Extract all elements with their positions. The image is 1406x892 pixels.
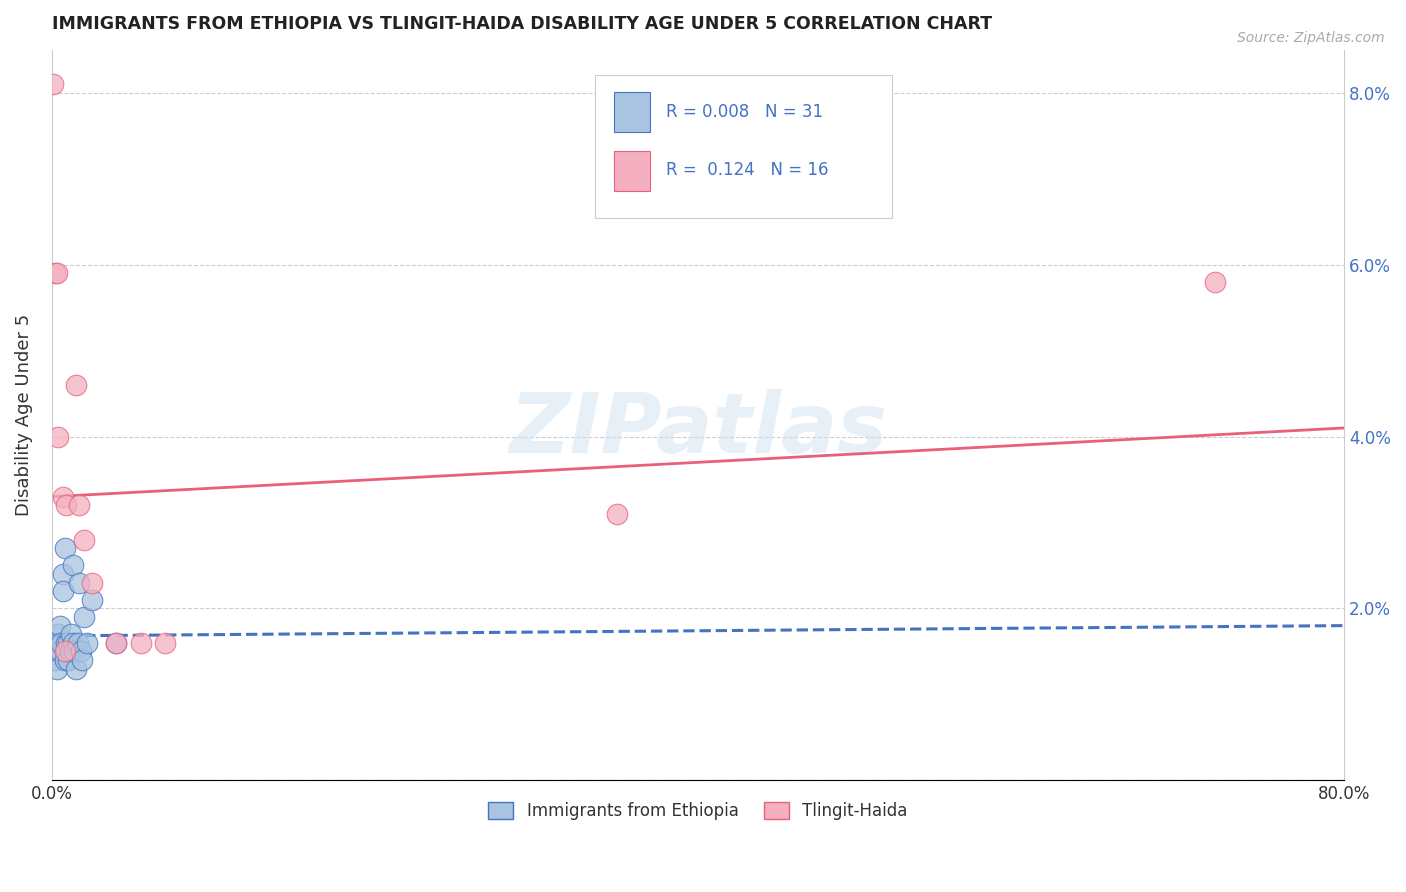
Point bbox=[52, 567, 75, 582]
FancyBboxPatch shape bbox=[595, 76, 891, 218]
Point bbox=[65, 378, 87, 392]
Point bbox=[65, 662, 87, 676]
Point bbox=[129, 636, 152, 650]
Point bbox=[606, 507, 628, 521]
Point bbox=[60, 627, 83, 641]
Point bbox=[72, 653, 94, 667]
Point bbox=[69, 644, 91, 658]
Point bbox=[62, 636, 84, 650]
Point bbox=[44, 644, 66, 658]
Point bbox=[44, 653, 66, 667]
Point bbox=[45, 662, 67, 676]
Y-axis label: Disability Age Under 5: Disability Age Under 5 bbox=[15, 314, 32, 516]
Point bbox=[46, 636, 69, 650]
Point bbox=[63, 644, 86, 658]
Point bbox=[153, 636, 176, 650]
Point bbox=[55, 636, 77, 650]
Text: ZIPatlas: ZIPatlas bbox=[509, 389, 887, 470]
Text: R =  0.124   N = 16: R = 0.124 N = 16 bbox=[665, 161, 828, 179]
Point bbox=[62, 558, 84, 573]
Point bbox=[51, 636, 73, 650]
Point bbox=[67, 498, 90, 512]
Point bbox=[45, 266, 67, 280]
Point bbox=[73, 533, 96, 547]
Bar bbox=[614, 151, 650, 191]
Point bbox=[46, 429, 69, 443]
Text: R = 0.008   N = 31: R = 0.008 N = 31 bbox=[665, 103, 823, 121]
Point bbox=[66, 636, 89, 650]
Point bbox=[42, 636, 65, 650]
Point bbox=[82, 575, 104, 590]
Point bbox=[82, 592, 104, 607]
Point bbox=[53, 541, 76, 556]
Legend: Immigrants from Ethiopia, Tlingit-Haida: Immigrants from Ethiopia, Tlingit-Haida bbox=[482, 796, 914, 827]
Point bbox=[105, 636, 128, 650]
Point bbox=[58, 644, 80, 658]
Point bbox=[42, 77, 65, 91]
Point bbox=[52, 490, 75, 504]
Point bbox=[55, 498, 77, 512]
Point bbox=[46, 627, 69, 641]
Text: Source: ZipAtlas.com: Source: ZipAtlas.com bbox=[1237, 31, 1385, 45]
Point bbox=[73, 610, 96, 624]
Text: IMMIGRANTS FROM ETHIOPIA VS TLINGIT-HAIDA DISABILITY AGE UNDER 5 CORRELATION CHA: IMMIGRANTS FROM ETHIOPIA VS TLINGIT-HAID… bbox=[52, 15, 991, 33]
Point bbox=[1204, 275, 1226, 289]
Point bbox=[55, 644, 77, 658]
Point bbox=[53, 644, 76, 658]
Point bbox=[52, 584, 75, 599]
Point bbox=[56, 653, 79, 667]
Point bbox=[76, 636, 98, 650]
Point bbox=[44, 266, 66, 280]
Bar bbox=[614, 92, 650, 132]
Point bbox=[49, 644, 72, 658]
Point bbox=[53, 653, 76, 667]
Point bbox=[67, 575, 90, 590]
Point bbox=[49, 618, 72, 632]
Point bbox=[56, 636, 79, 650]
Point bbox=[105, 636, 128, 650]
